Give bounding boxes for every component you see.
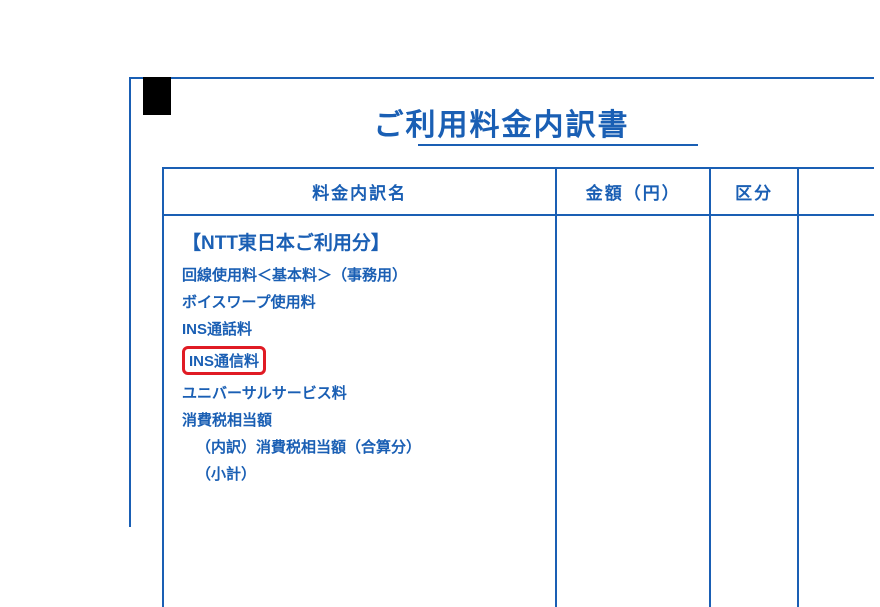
- header-extra: [798, 168, 874, 215]
- cell-name: 【NTT東日本ご利用分】 回線使用料＜基本料＞（事務用） ボイスワープ使用料 I…: [163, 215, 556, 607]
- line-item-sub: （小計）: [182, 460, 545, 487]
- document-title: ご利用料金内訳書: [129, 100, 874, 144]
- line-item: ユニバーサルサービス料: [182, 379, 545, 406]
- header-name: 料金内訳名: [163, 168, 556, 215]
- fee-detail-table: 料金内訳名 金額（円） 区分 【NTT東日本ご利用分】 回線使用料＜基本料＞（事…: [162, 167, 874, 607]
- cell-category: [710, 215, 798, 607]
- table-body-row: 【NTT東日本ご利用分】 回線使用料＜基本料＞（事務用） ボイスワープ使用料 I…: [163, 215, 874, 607]
- line-item: 回線使用料＜基本料＞（事務用）: [182, 261, 545, 288]
- highlighted-item: INS通信料: [182, 346, 266, 375]
- title-underline: [418, 144, 698, 146]
- line-item-sub: （内訳）消費税相当額（合算分）: [182, 433, 545, 460]
- cell-amount: [556, 215, 710, 607]
- section-header: 【NTT東日本ご利用分】: [174, 224, 545, 261]
- header-category: 区分: [710, 168, 798, 215]
- cell-extra: [798, 215, 874, 607]
- header-tab-marker: [143, 77, 171, 115]
- line-items-container: 回線使用料＜基本料＞（事務用） ボイスワープ使用料 INS通話料 INS通信料 …: [174, 261, 545, 487]
- header-amount: 金額（円）: [556, 168, 710, 215]
- line-item: 消費税相当額: [182, 406, 545, 433]
- line-item: ボイスワープ使用料: [182, 288, 545, 315]
- line-item: INS通話料: [182, 315, 545, 342]
- table-header-row: 料金内訳名 金額（円） 区分: [163, 168, 874, 215]
- line-item: INS通信料: [182, 342, 545, 379]
